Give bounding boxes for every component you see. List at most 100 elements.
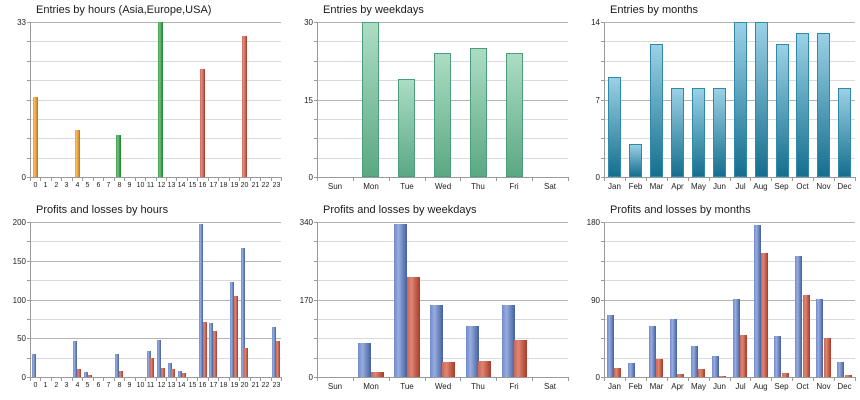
x-axis-tick bbox=[176, 178, 177, 181]
bar-profit-Dec bbox=[837, 362, 844, 377]
x-axis-label: 23 bbox=[272, 182, 281, 189]
bar-Thu bbox=[470, 48, 487, 177]
x-axis-label: 10 bbox=[136, 382, 145, 389]
gridline bbox=[31, 119, 281, 120]
y-axis-tick bbox=[314, 358, 317, 359]
chart-title: Entries by weekdays bbox=[323, 4, 424, 16]
y-axis-tick bbox=[27, 280, 30, 281]
x-axis-tick bbox=[532, 178, 533, 181]
chart-title: Entries by months bbox=[610, 4, 699, 16]
bar-profit-17 bbox=[209, 323, 213, 377]
x-axis-tick bbox=[239, 378, 240, 381]
x-axis-tick bbox=[425, 378, 426, 381]
x-axis-label: 5 bbox=[85, 182, 90, 189]
x-axis-tick bbox=[855, 178, 856, 181]
x-axis-tick bbox=[61, 378, 62, 381]
x-axis-tick bbox=[460, 178, 461, 181]
x-axis-label: 3 bbox=[64, 382, 69, 389]
x-axis-tick bbox=[156, 178, 157, 181]
x-axis-label: Nov bbox=[816, 382, 831, 391]
bar-Nov bbox=[817, 33, 830, 177]
y-axis-label: 0 bbox=[595, 173, 600, 182]
x-axis-label: 11 bbox=[146, 382, 155, 389]
x-axis-label: Aug bbox=[753, 382, 768, 391]
y-axis-label: 0 bbox=[595, 373, 600, 382]
x-axis-tick bbox=[93, 378, 94, 381]
y-axis-tick bbox=[27, 22, 30, 23]
y-axis-tick bbox=[27, 61, 30, 62]
bar-profit-Tue bbox=[394, 224, 407, 377]
y-axis-tick bbox=[27, 319, 30, 320]
bar-profit-8 bbox=[115, 354, 119, 377]
bar-loss-4 bbox=[77, 369, 81, 377]
y-axis-tick bbox=[314, 100, 317, 101]
bar-loss-Aug bbox=[761, 253, 768, 377]
x-axis-label: 2 bbox=[54, 182, 59, 189]
bar-loss-Jan bbox=[614, 368, 621, 377]
x-axis-tick bbox=[208, 178, 209, 181]
gridline bbox=[605, 300, 855, 301]
x-axis-line bbox=[604, 177, 856, 178]
x-axis-tick bbox=[667, 178, 668, 181]
bar-Sep bbox=[776, 44, 789, 177]
x-axis-tick bbox=[813, 178, 814, 181]
y-axis-tick bbox=[601, 358, 604, 359]
x-axis-tick bbox=[834, 178, 835, 181]
x-axis-label: Oct bbox=[796, 382, 809, 391]
bar-profit-Nov bbox=[816, 299, 823, 377]
gridline bbox=[605, 338, 855, 339]
y-axis-tick bbox=[601, 61, 604, 62]
y-axis-line bbox=[317, 222, 318, 377]
x-axis-label: 19 bbox=[230, 182, 239, 189]
x-axis-tick bbox=[176, 378, 177, 381]
x-axis-tick bbox=[229, 378, 230, 381]
x-axis-tick bbox=[156, 378, 157, 381]
y-axis-tick bbox=[27, 338, 30, 339]
gridline bbox=[605, 61, 855, 62]
gridline bbox=[31, 22, 281, 23]
y-axis-tick bbox=[27, 241, 30, 242]
bar-loss-Wed bbox=[442, 362, 455, 377]
x-axis-line bbox=[317, 377, 569, 378]
bar-loss-23 bbox=[276, 341, 280, 377]
x-axis-line bbox=[30, 377, 282, 378]
x-axis-tick bbox=[460, 378, 461, 381]
x-axis-tick bbox=[771, 378, 772, 381]
y-axis-tick bbox=[314, 158, 317, 159]
bar-profit-Jan bbox=[607, 315, 614, 377]
x-axis-line bbox=[30, 177, 282, 178]
bar-Dec bbox=[838, 88, 851, 177]
y-axis-tick bbox=[601, 280, 604, 281]
x-axis-label: Mon bbox=[363, 382, 379, 391]
x-axis-tick bbox=[281, 378, 282, 381]
y-axis-tick bbox=[601, 261, 604, 262]
gridline bbox=[605, 358, 855, 359]
x-axis-tick bbox=[688, 178, 689, 181]
x-axis-label: Jul bbox=[735, 382, 746, 391]
x-axis-tick bbox=[114, 378, 115, 381]
x-axis-label: Wed bbox=[434, 182, 452, 191]
x-axis-tick bbox=[425, 178, 426, 181]
chart-title: Profits and losses by weekdays bbox=[323, 204, 477, 216]
x-axis-tick bbox=[709, 378, 710, 381]
y-axis-tick bbox=[314, 241, 317, 242]
gridline bbox=[318, 319, 568, 320]
x-axis-tick bbox=[792, 178, 793, 181]
bar-Apr bbox=[671, 88, 684, 177]
gridline bbox=[31, 158, 281, 159]
y-axis-tick bbox=[314, 261, 317, 262]
x-axis-tick bbox=[532, 378, 533, 381]
y-axis-tick bbox=[314, 61, 317, 62]
x-axis-tick bbox=[281, 178, 282, 181]
gridline bbox=[318, 280, 568, 281]
x-axis-label: 21 bbox=[251, 382, 260, 389]
chart-entries-by-weekdays: 0 15 30 Sun Mon Tue Wed Thu Fri Sat Entries by we… bbox=[287, 0, 573, 200]
bar-Mon bbox=[362, 22, 379, 177]
bar-loss-Sep bbox=[782, 373, 789, 377]
y-axis-tick bbox=[601, 100, 604, 101]
chart-profits-losses-by-hours: 0 50 100 150 200 0 1 2 3 4 5 6 7 8 9 10 11 12 13 14 15 16 17 18… bbox=[0, 200, 286, 400]
y-axis-tick bbox=[601, 177, 604, 178]
bar-loss-8 bbox=[119, 371, 123, 377]
bar-profit-Sep bbox=[774, 336, 781, 377]
bar-profit-5 bbox=[84, 372, 88, 377]
